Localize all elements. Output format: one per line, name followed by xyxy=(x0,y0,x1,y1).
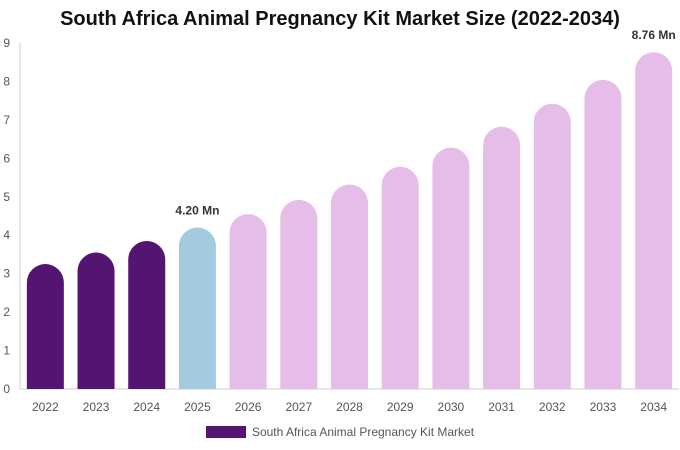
legend-label: South Africa Animal Pregnancy Kit Market xyxy=(251,425,475,439)
bar-2031 xyxy=(483,126,521,389)
y-tick-label: 9 xyxy=(3,36,10,50)
y-tick-label: 3 xyxy=(3,267,10,281)
bar-2032 xyxy=(533,103,571,390)
bar-2026 xyxy=(229,214,267,389)
y-tick-label: 7 xyxy=(3,113,10,127)
bar-2022 xyxy=(26,264,64,389)
legend: South Africa Animal Pregnancy Kit Market xyxy=(0,425,680,439)
y-tick-label: 4 xyxy=(3,228,10,242)
x-tick-label: 2028 xyxy=(336,400,363,414)
bar-2029 xyxy=(381,166,419,389)
bar-2024 xyxy=(128,240,166,389)
bar-2023 xyxy=(77,252,115,389)
x-tick-label: 2030 xyxy=(438,400,465,414)
x-tick-label: 2024 xyxy=(133,400,160,414)
bar-2027 xyxy=(280,199,318,389)
legend-swatch xyxy=(205,426,246,438)
y-tick-label: 8 xyxy=(3,74,10,88)
y-tick-label: 2 xyxy=(3,305,10,319)
x-tick-label: 2022 xyxy=(32,400,59,414)
x-tick-label: 2033 xyxy=(590,400,617,414)
x-tick-label: 2029 xyxy=(387,400,414,414)
x-tick-label: 2025 xyxy=(184,400,211,414)
bar-2034 xyxy=(635,52,673,389)
x-tick-label: 2034 xyxy=(640,400,667,414)
bar-2025 xyxy=(178,227,216,389)
data-label: 8.76 Mn xyxy=(632,28,676,42)
chart-title: South Africa Animal Pregnancy Kit Market… xyxy=(60,8,620,30)
x-tick-label: 2031 xyxy=(488,400,515,414)
y-tick-label: 1 xyxy=(3,344,10,358)
x-tick-label: 2023 xyxy=(83,400,110,414)
y-tick-label: 6 xyxy=(3,151,10,165)
x-tick-label: 2026 xyxy=(235,400,262,414)
y-tick-label: 5 xyxy=(3,190,10,204)
y-tick-label: 0 xyxy=(3,382,10,396)
x-tick-label: 2032 xyxy=(539,400,566,414)
data-label: 4.20 Mn xyxy=(175,204,219,218)
x-tick-label: 2027 xyxy=(285,400,312,414)
bar-2033 xyxy=(584,79,622,389)
bar-2030 xyxy=(432,147,470,389)
bar-2028 xyxy=(331,184,368,389)
